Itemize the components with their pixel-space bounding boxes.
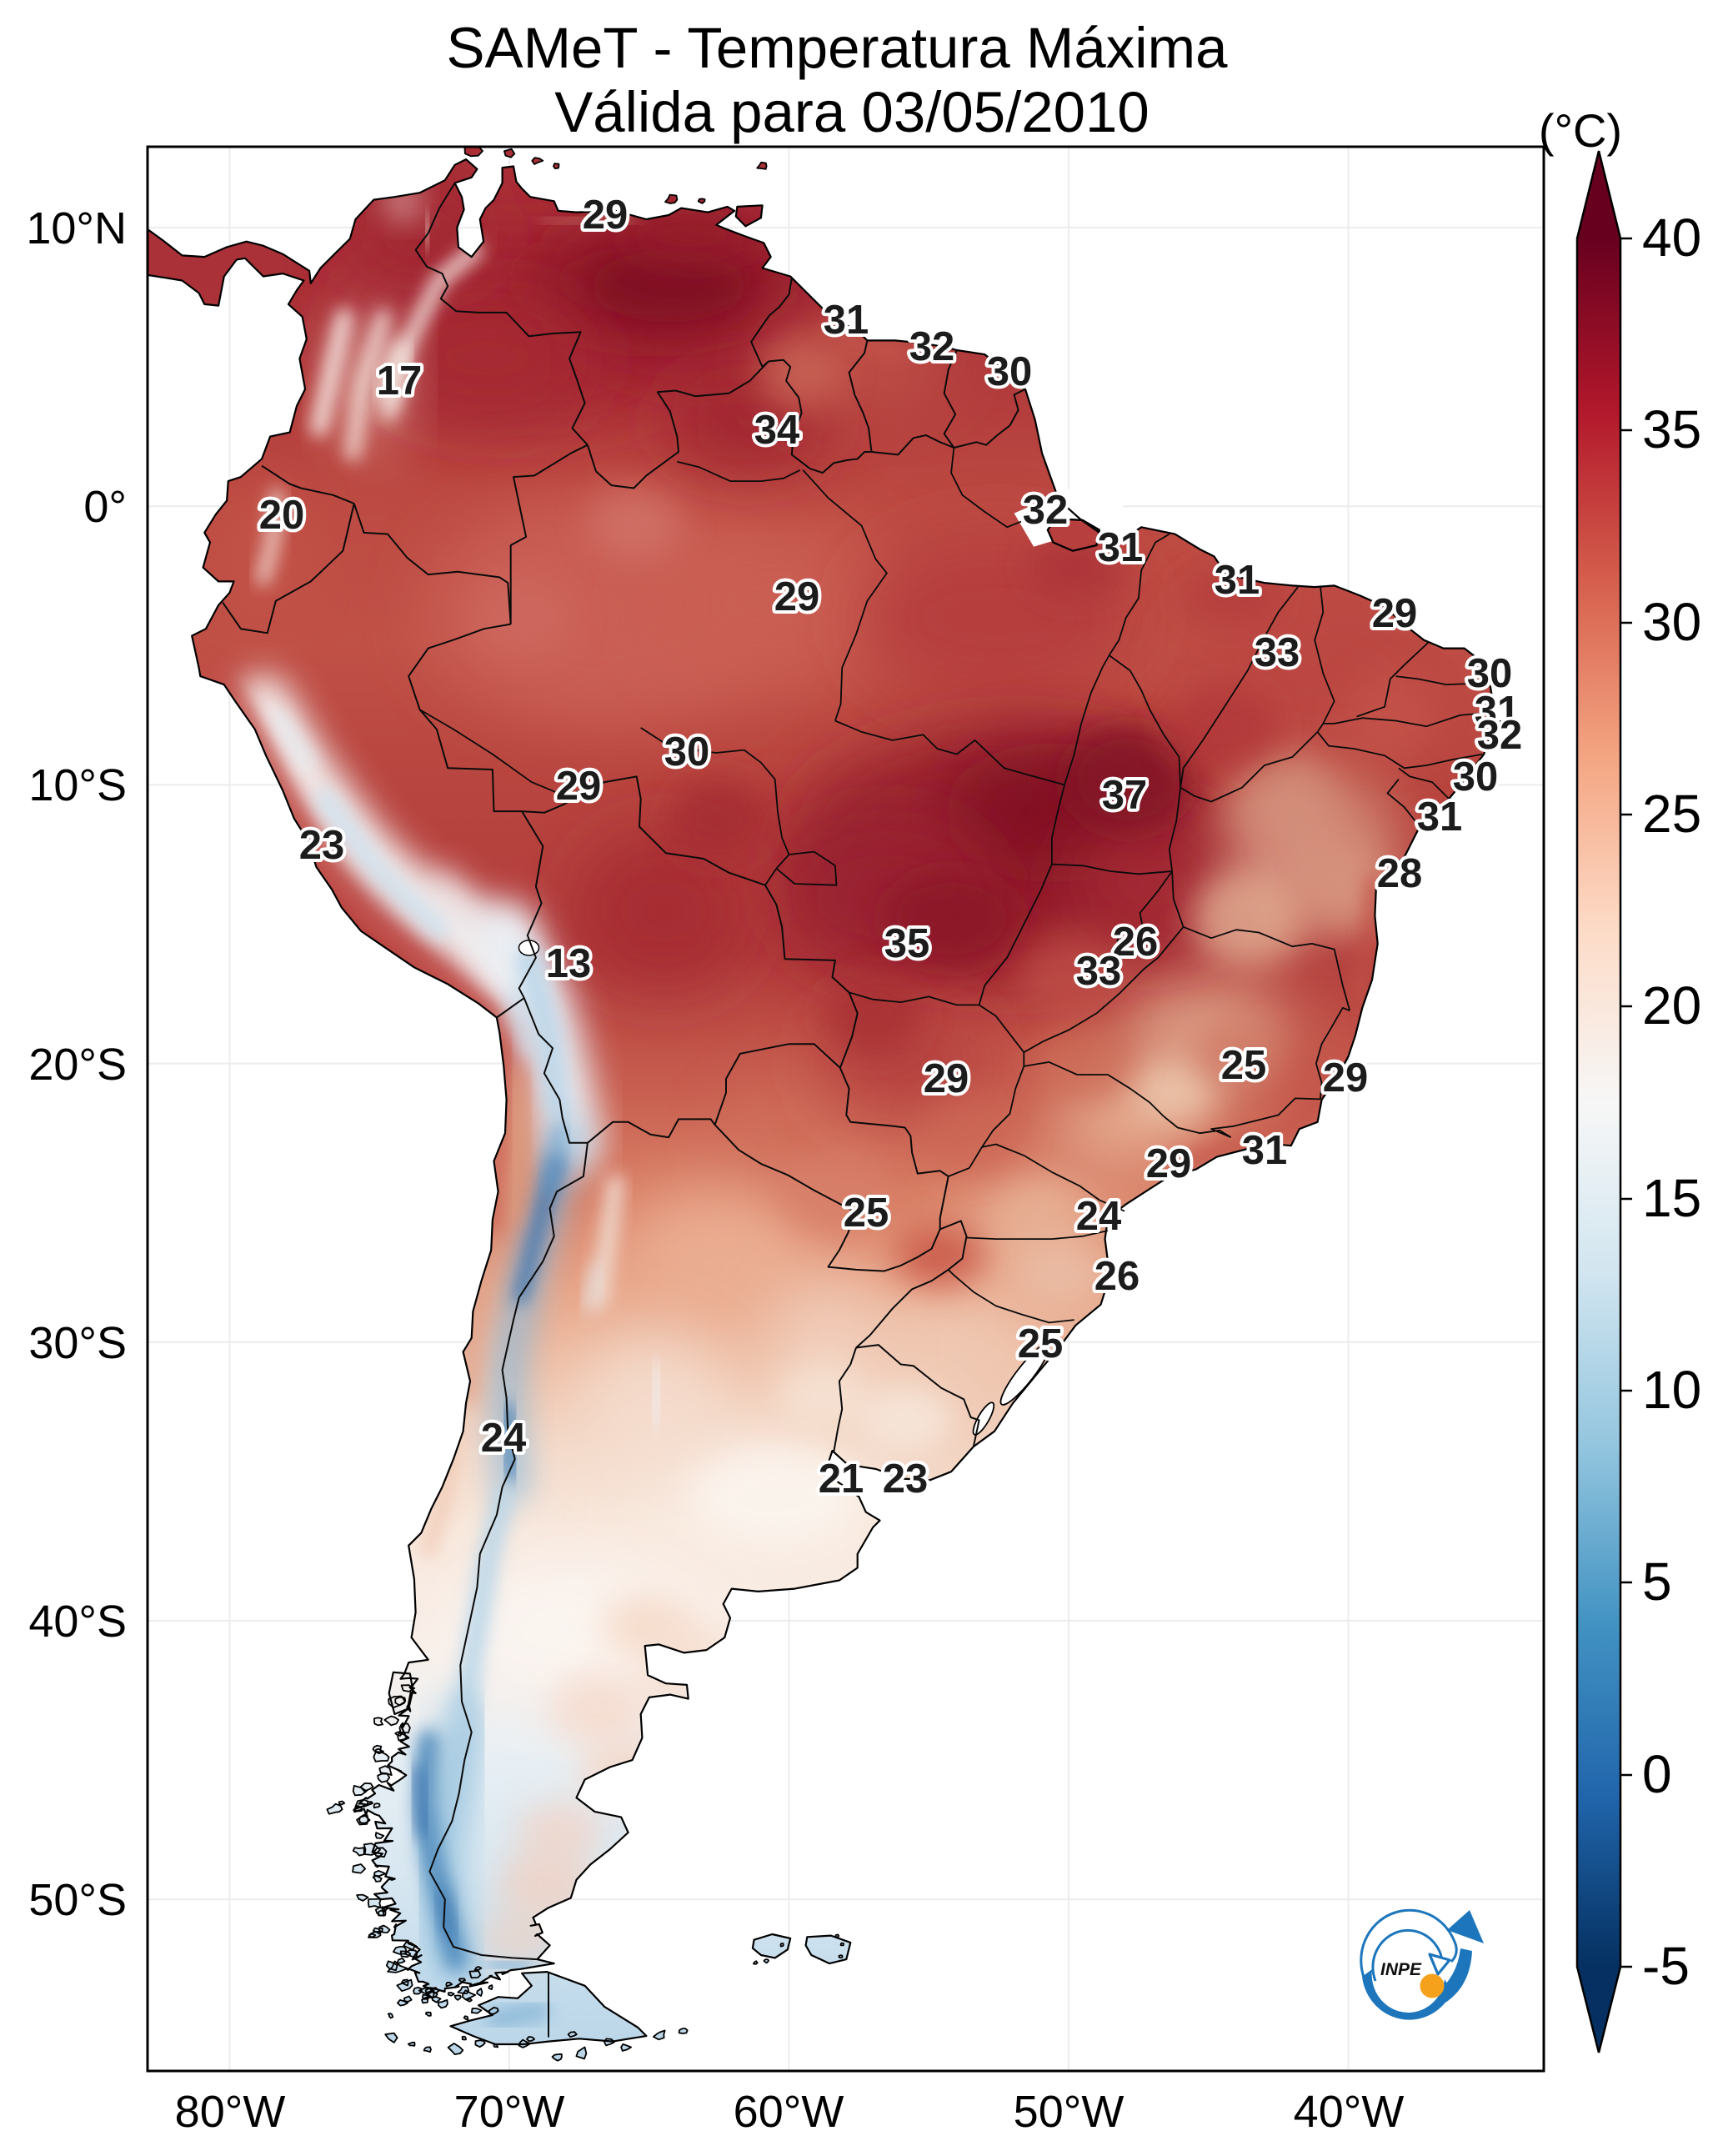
svg-text:0°: 0° xyxy=(83,482,127,532)
svg-text:15: 15 xyxy=(1642,1168,1701,1228)
svg-text:40: 40 xyxy=(1642,208,1701,268)
svg-text:29: 29 xyxy=(1146,1141,1192,1186)
svg-text:24: 24 xyxy=(1076,1194,1122,1239)
svg-text:33: 33 xyxy=(1076,949,1122,994)
svg-text:29: 29 xyxy=(924,1056,969,1101)
svg-text:35: 35 xyxy=(884,921,930,966)
svg-text:31: 31 xyxy=(1242,1128,1288,1173)
svg-text:26: 26 xyxy=(1113,920,1159,965)
svg-text:10°S: 10°S xyxy=(28,760,127,810)
svg-text:33: 33 xyxy=(1255,630,1300,675)
svg-text:25: 25 xyxy=(844,1191,889,1236)
svg-text:30°S: 30°S xyxy=(28,1318,127,1368)
svg-text:13: 13 xyxy=(546,941,592,986)
svg-text:80°W: 80°W xyxy=(175,2087,286,2137)
svg-text:29: 29 xyxy=(1372,591,1418,636)
svg-text:17: 17 xyxy=(377,358,423,404)
svg-text:29: 29 xyxy=(556,764,602,809)
svg-text:23: 23 xyxy=(299,823,345,868)
svg-text:20: 20 xyxy=(1642,975,1701,1035)
svg-text:INPE: INPE xyxy=(1380,1960,1422,1979)
svg-text:30: 30 xyxy=(664,730,710,775)
svg-text:30: 30 xyxy=(1467,651,1513,696)
svg-text:34: 34 xyxy=(754,408,800,453)
svg-text:0: 0 xyxy=(1642,1744,1672,1804)
svg-text:37: 37 xyxy=(1102,773,1148,818)
svg-text:70°W: 70°W xyxy=(454,2087,565,2137)
svg-text:20°S: 20°S xyxy=(28,1040,127,1090)
svg-text:-5: -5 xyxy=(1642,1936,1690,1996)
svg-text:5: 5 xyxy=(1642,1552,1672,1612)
svg-text:26: 26 xyxy=(1094,1254,1140,1299)
svg-text:29: 29 xyxy=(583,193,629,238)
svg-text:(°C): (°C) xyxy=(1539,104,1622,157)
svg-text:20: 20 xyxy=(259,493,305,538)
svg-text:SAMeT - Temperatura Máxima: SAMeT - Temperatura Máxima xyxy=(447,16,1229,80)
svg-text:50°W: 50°W xyxy=(1014,2087,1124,2137)
svg-text:24: 24 xyxy=(481,1416,527,1461)
svg-text:31: 31 xyxy=(1475,689,1520,734)
svg-text:40°S: 40°S xyxy=(28,1597,127,1647)
svg-text:10°N: 10°N xyxy=(26,203,127,253)
svg-text:Válida para 03/05/2010: Válida para 03/05/2010 xyxy=(554,80,1150,144)
svg-text:31: 31 xyxy=(1098,525,1144,570)
svg-text:32: 32 xyxy=(909,324,955,369)
svg-text:35: 35 xyxy=(1642,399,1701,459)
svg-text:21: 21 xyxy=(819,1457,864,1502)
svg-text:30: 30 xyxy=(987,349,1033,394)
svg-text:32: 32 xyxy=(1023,488,1069,533)
svg-text:60°W: 60°W xyxy=(734,2087,844,2137)
svg-text:29: 29 xyxy=(1323,1055,1369,1101)
svg-text:31: 31 xyxy=(824,298,869,343)
svg-text:32: 32 xyxy=(1477,713,1523,758)
svg-text:31: 31 xyxy=(1417,795,1463,840)
svg-text:25: 25 xyxy=(1018,1321,1064,1366)
svg-text:25: 25 xyxy=(1221,1043,1267,1088)
svg-text:25: 25 xyxy=(1642,784,1701,844)
svg-text:50°S: 50°S xyxy=(28,1875,127,1925)
svg-text:30: 30 xyxy=(1453,755,1499,800)
svg-text:30: 30 xyxy=(1642,592,1701,652)
svg-text:40°W: 40°W xyxy=(1294,2087,1405,2137)
svg-text:29: 29 xyxy=(774,574,820,619)
svg-text:28: 28 xyxy=(1377,851,1423,896)
svg-text:31: 31 xyxy=(1215,558,1260,603)
svg-text:10: 10 xyxy=(1642,1360,1701,1420)
svg-text:23: 23 xyxy=(883,1457,929,1502)
